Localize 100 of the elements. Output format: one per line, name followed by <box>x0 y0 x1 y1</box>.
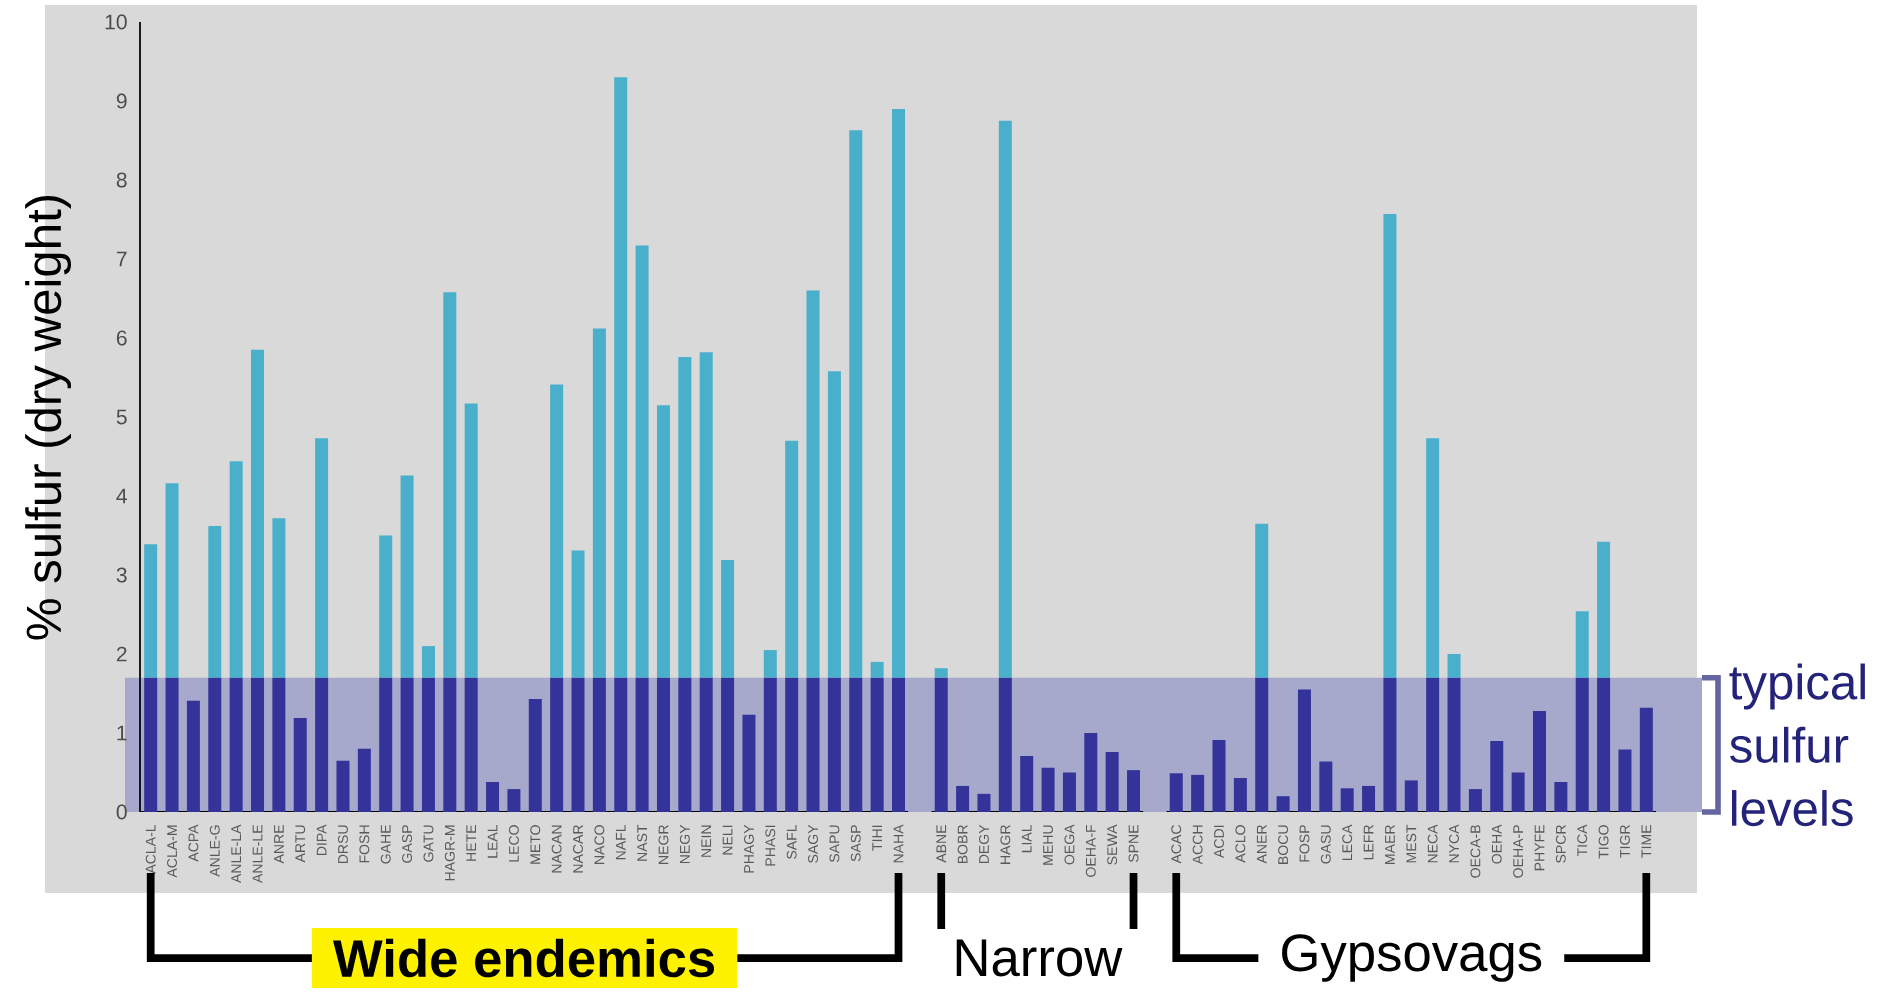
x-tick-label: FOSP <box>1299 825 1310 862</box>
bar <box>1554 781 1568 813</box>
bar <box>635 245 649 678</box>
bar <box>315 438 329 678</box>
bar <box>1597 677 1611 813</box>
bar <box>614 77 628 678</box>
bar <box>1191 774 1205 813</box>
bar <box>400 475 414 678</box>
bar <box>443 677 457 813</box>
x-tick-label: SEWA <box>1107 824 1118 865</box>
bar <box>635 677 649 813</box>
x-tick-label: HETE <box>466 825 477 861</box>
bar <box>849 130 863 678</box>
bar <box>827 371 841 678</box>
bar <box>934 677 948 813</box>
y-tick-label: 7 <box>116 251 127 267</box>
bar <box>1383 213 1397 678</box>
bar <box>592 328 606 678</box>
x-tick-label: SAFL <box>786 824 797 859</box>
x-tick-label: ACLO <box>1235 825 1246 863</box>
x-tick-label: OECA-B <box>1470 825 1481 878</box>
x-tick-label: ARTU <box>295 825 306 863</box>
bar <box>208 677 222 813</box>
x-tick-label: MEST <box>1406 824 1417 863</box>
bar <box>571 550 585 678</box>
bar <box>1575 611 1589 678</box>
bar <box>699 352 713 678</box>
bar <box>1105 751 1119 813</box>
x-tick-label: ACAC <box>1171 824 1182 864</box>
x-tick-label: OEHA-P <box>1513 825 1524 878</box>
bar <box>870 677 884 813</box>
x-tick-label: OEHA <box>1491 824 1502 864</box>
x-tick-label: LECO <box>508 825 519 862</box>
text: Gypsovags <box>1282 934 1542 982</box>
bar <box>550 677 564 813</box>
x-tick-label: NACAN <box>551 825 562 873</box>
bar <box>357 748 371 813</box>
text: Wide endemics <box>332 938 715 978</box>
x-tick-label: OEHA-F <box>1085 824 1096 877</box>
x-tick-label: OEGA <box>1064 824 1075 865</box>
x-tick-label: NAFL <box>615 824 626 860</box>
x-tick-label: LEFR <box>1363 825 1374 860</box>
bar <box>1447 677 1461 813</box>
x-tick-label: SAGY <box>808 824 818 863</box>
bar <box>315 677 329 813</box>
bar <box>379 677 393 813</box>
bar <box>1169 773 1183 813</box>
bar <box>1362 785 1376 813</box>
x-tick-label: PHASI <box>765 825 776 866</box>
bar <box>165 677 179 813</box>
x-tick-label: ACDI <box>1214 825 1224 859</box>
bar <box>336 760 350 813</box>
y-tick-label: 1 <box>117 725 127 741</box>
x-tick-label: TIHI <box>872 825 882 851</box>
x-tick-label: TIGR <box>1619 825 1630 858</box>
bar <box>1255 523 1269 678</box>
y-tick-label: 6 <box>116 330 127 346</box>
bar <box>1127 770 1141 813</box>
bar <box>678 677 692 813</box>
x-tick-label: METO <box>530 825 541 864</box>
bar <box>443 292 457 678</box>
x-tick-label: LEAL <box>487 824 498 858</box>
x-tick-label: BOCU <box>1278 825 1289 864</box>
bar <box>165 483 179 678</box>
y-tick-label: 0 <box>116 804 127 820</box>
bar <box>934 668 948 678</box>
x-tick-label: NACO <box>594 825 605 864</box>
x-tick-label: DRSU <box>338 825 348 864</box>
bar <box>272 677 286 813</box>
bar <box>592 677 606 813</box>
y-tick-label: 4 <box>116 488 127 504</box>
bar <box>998 120 1012 678</box>
x-tick-label: TIGO <box>1598 825 1609 859</box>
x-tick-label: ACPA <box>188 824 199 862</box>
bar <box>1426 677 1440 813</box>
bar <box>421 646 435 678</box>
bar <box>656 677 670 813</box>
bar <box>1212 740 1226 813</box>
bar <box>1426 438 1440 678</box>
x-tick-label: NYCA <box>1449 824 1459 863</box>
bar <box>656 405 670 678</box>
x-tick-label: NAHA <box>893 824 904 863</box>
bar <box>1255 677 1269 813</box>
x-tick-label: ACLA-M <box>167 825 177 878</box>
x-tick-label: HAGR-M <box>444 825 455 881</box>
bar <box>849 677 863 813</box>
x-tick-label: NECA <box>1427 824 1438 863</box>
bar <box>699 677 713 813</box>
bar <box>870 661 884 678</box>
y-tick-label: 9 <box>116 93 127 109</box>
x-tick-label: BOBR <box>957 825 968 864</box>
bar <box>464 403 478 678</box>
text: Narrow <box>956 939 1123 977</box>
y-axis-title: % sulfur (dry weight) <box>25 195 71 640</box>
x-tick-label: SPNE <box>1128 825 1139 863</box>
x-tick-label: NACAR <box>573 825 583 873</box>
bar <box>678 356 692 678</box>
bar <box>1404 780 1418 813</box>
bar <box>293 718 307 813</box>
bar <box>892 677 906 813</box>
